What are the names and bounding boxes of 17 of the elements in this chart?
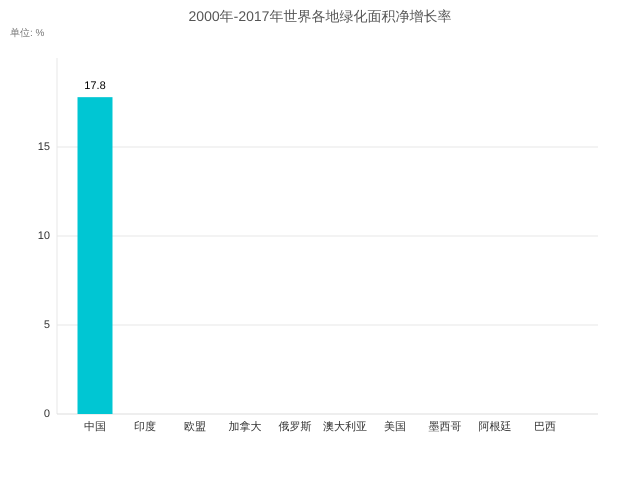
x-tick-label: 阿根廷 bbox=[478, 420, 512, 433]
chart-title: 2000年-2017年世界各地绿化面积净增长率 bbox=[188, 8, 452, 24]
y-tick-label: 10 bbox=[38, 230, 50, 242]
x-tick-label: 印度 bbox=[134, 420, 156, 433]
x-tick-label: 墨西哥 bbox=[428, 420, 462, 433]
x-tick-label: 澳大利亚 bbox=[323, 420, 367, 433]
y-tick-label: 5 bbox=[44, 318, 50, 331]
x-tick-label: 加拿大 bbox=[228, 420, 262, 433]
data-labels: 17.8 bbox=[84, 80, 106, 92]
x-tick-label: 美国 bbox=[384, 420, 406, 433]
annotations: 单位: % bbox=[10, 28, 44, 39]
y-tick-label: 15 bbox=[38, 140, 50, 153]
x-tick-label: 中国 bbox=[84, 420, 106, 433]
x-tick-label: 欧盟 bbox=[184, 420, 206, 433]
y-tick-label: 0 bbox=[44, 408, 50, 420]
x-tick-label: 俄罗斯 bbox=[278, 420, 312, 433]
x-tick-label: 巴西 bbox=[534, 420, 556, 433]
